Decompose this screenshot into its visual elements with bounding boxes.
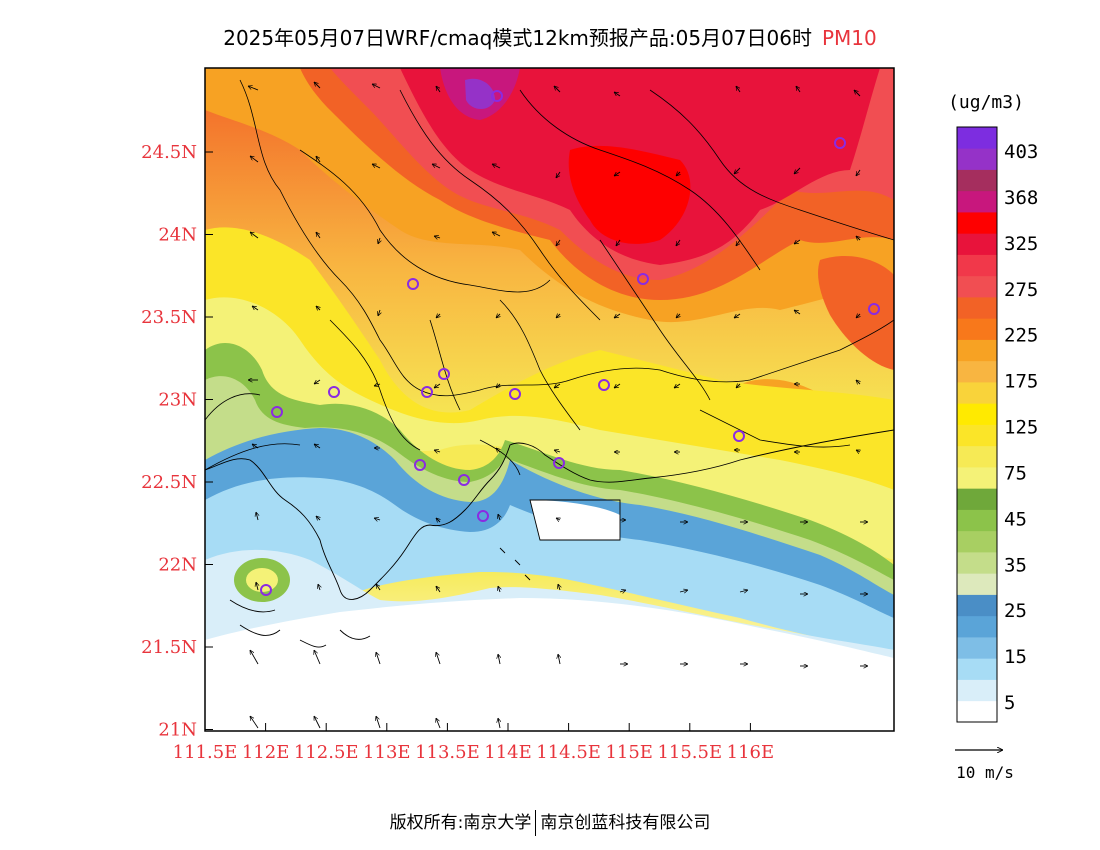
legend-swatch [957,382,997,404]
legend-label: 125 [1004,417,1038,439]
footer-separator [535,810,537,836]
lon-label: 111.5E [173,742,238,763]
legend-unit: (ug/m3) [948,92,1024,113]
lat-label: 22.5N [141,472,197,493]
legend-swatch [957,700,997,723]
legend-swatch [957,594,997,617]
lat-label: 24.5N [141,142,197,163]
legend-swatch [957,254,997,277]
lon-label: 113E [363,742,411,763]
footer-right: 南京创蓝科技有限公司 [540,813,711,833]
legend-swatch [957,552,997,574]
wind-vectors [248,82,868,729]
legend-swatch [957,148,997,170]
legend-frame [956,126,998,723]
legend-label: 75 [1004,462,1027,484]
legend-swatch [957,360,997,383]
legend-swatch [957,573,997,595]
lat-label: 22N [158,555,197,576]
legend-swatch [957,339,997,362]
legend-swatch [957,467,997,489]
legend-swatch [957,233,997,255]
wind-scale-label: 10 m/s [956,763,1014,782]
legend-label: 35 [1004,554,1027,576]
concentration-field [205,68,894,731]
lon-label: 114.5E [536,742,601,763]
lat-label: 23.5N [141,307,197,328]
lat-label: 23N [158,390,197,411]
legend-label: 403 [1004,141,1038,163]
legend-swatch [957,488,997,510]
legend-swatch [957,169,997,192]
map-title: 2025年05月07日WRF/cmaq模式12km预报产品:05月07日06时 P… [0,22,1100,51]
legend-label: 325 [1004,233,1038,255]
legend-swatch [957,127,997,149]
legend-swatch [957,275,997,298]
legend-label: 45 [1004,508,1027,530]
legend-label: 175 [1004,371,1038,393]
legend-label: 368 [1004,187,1038,209]
footer-left: 版权所有:南京大学 [389,813,532,833]
admin-borders [205,79,894,476]
lon-label: 115E [605,742,653,763]
legend-swatch [957,190,997,213]
legend-swatch [957,318,997,340]
legend-label: 25 [1004,600,1027,622]
title-main: 2025年05月07日WRF/cmaq模式12km预报产品:05月07日06时 [223,26,812,50]
legend-swatch [957,658,997,680]
lat-label: 24N [158,225,197,246]
legend-label: 5 [1004,692,1015,714]
legend-swatch [957,445,997,468]
legend-label: 275 [1004,279,1038,301]
legend-label: 15 [1004,646,1027,668]
lon-label: 112.5E [294,742,359,763]
legend-label: 225 [1004,325,1038,347]
title-pollutant: PM10 [821,26,877,50]
coastline [205,429,894,648]
legend-swatch [957,297,997,319]
lat-label: 21N [158,720,197,741]
legend-swatch [957,509,997,532]
color-legend: (ug/m3) 403 368 325 275 225 175 125 75 45 35 25 15 5 [948,92,1038,723]
wind-scale: 10 m/s [955,750,1014,782]
legend-swatch [957,679,997,702]
lon-label: 115.5E [657,742,722,763]
lon-label: 112E [242,742,290,763]
copyright-footer: 版权所有:南京大学 南京创蓝科技有限公司 [0,808,1100,836]
legend-swatch [957,615,997,638]
legend-swatch [957,637,997,659]
legend-swatch [957,424,997,447]
legend-swatch [957,403,997,425]
legend-swatch [957,212,997,234]
legend-swatch [957,530,997,553]
lon-label: 114E [484,742,532,763]
lon-label: 116E [727,742,775,763]
lon-label: 113.5E [415,742,480,763]
lat-label: 21.5N [141,637,197,658]
station-markers [260,90,880,596]
